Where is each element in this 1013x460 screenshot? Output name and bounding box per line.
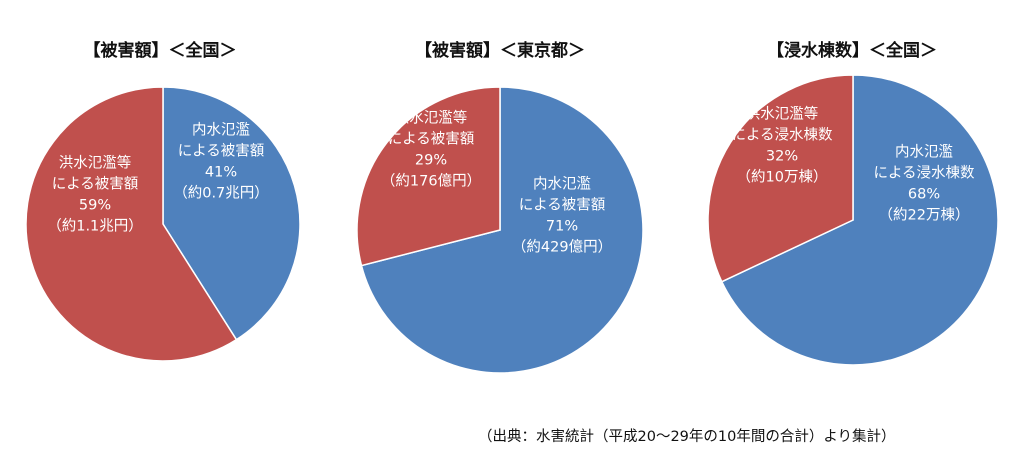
slice-label: 内水氾濫 <box>192 122 250 139</box>
chart-title: 【浸水棟数】＜全国＞ <box>767 41 937 61</box>
pie-slice <box>707 74 854 283</box>
slice-label: （約176億円） <box>381 173 481 190</box>
slice-label: による浸水棟数 <box>731 127 833 144</box>
pie-slice <box>25 86 238 362</box>
slice-label: 41% <box>205 165 237 181</box>
slice-label: （約22万棟） <box>879 207 970 224</box>
slice-label: 内水氾濫 <box>895 144 953 161</box>
slice-label: 59% <box>79 198 111 214</box>
slice-label: による被害額 <box>519 197 606 214</box>
slice-label: 29% <box>415 153 447 169</box>
chart-title: 【被害額】＜東京都＞ <box>415 41 585 61</box>
slice-label: 32% <box>766 149 798 165</box>
pie-slice <box>356 86 501 267</box>
slice-label: 71% <box>546 219 578 235</box>
slice-label: 内水氾濫 <box>533 176 591 193</box>
slice-label: 洪水氾濫等 <box>59 154 132 172</box>
slice-label: （約0.7兆円） <box>173 185 269 202</box>
chart-title: 【被害額】＜全国＞ <box>83 41 237 61</box>
slice-label: 洪水氾濫等 <box>395 109 468 127</box>
pie-slice <box>162 86 301 341</box>
pie-slice <box>360 86 644 374</box>
slice-label: による被害額 <box>388 131 475 148</box>
slice-label: （約429億円） <box>512 239 612 256</box>
slice-label: 68% <box>908 187 940 203</box>
slice-label: （約1.1兆円） <box>47 218 143 235</box>
slice-label: による浸水棟数 <box>873 165 975 182</box>
slice-label: による被害額 <box>178 143 265 160</box>
slice-label: による被害額 <box>52 176 139 193</box>
source-note: （出典：水害統計（平成20～29年の10年間の合計）より集計） <box>478 429 896 445</box>
slice-label: （約10万棟） <box>737 169 828 186</box>
pie-slice <box>720 74 999 366</box>
slice-label: 洪水氾濫等 <box>746 105 819 123</box>
